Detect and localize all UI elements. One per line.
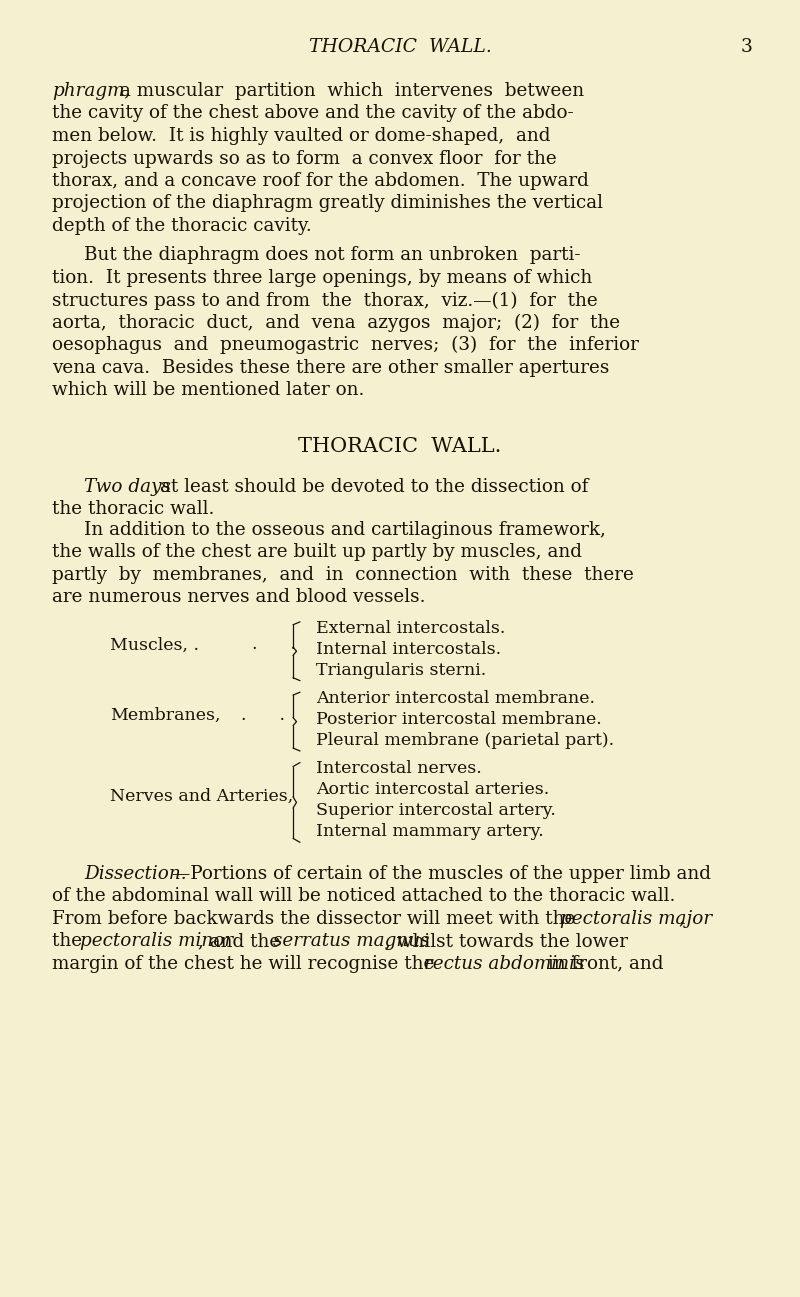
Text: the cavity of the chest above and the cavity of the abdo-: the cavity of the chest above and the ca… [52, 105, 574, 122]
Text: rectus abdominis: rectus abdominis [424, 955, 584, 973]
Text: tion.  It presents three large openings, by means of which: tion. It presents three large openings, … [52, 268, 592, 287]
Text: a muscular  partition  which  intervenes  between: a muscular partition which intervenes be… [120, 82, 584, 100]
Text: .      .: . . [230, 637, 296, 654]
Text: From before backwards the dissector will meet with the: From before backwards the dissector will… [52, 909, 582, 927]
Text: Internal mammary artery.: Internal mammary artery. [316, 824, 544, 840]
Text: Dissection.: Dissection. [84, 865, 186, 883]
Text: , whilst towards the lower: , whilst towards the lower [385, 933, 628, 951]
Text: vena cava.  Besides these there are other smaller apertures: vena cava. Besides these there are other… [52, 359, 610, 376]
Text: aorta,  thoracic  duct,  and  vena  azygos  major;  (2)  for  the: aorta, thoracic duct, and vena azygos ma… [52, 314, 620, 332]
Text: in front, and: in front, and [542, 955, 663, 973]
Text: pectoralis minor: pectoralis minor [80, 933, 233, 951]
Text: Pleural membrane (parietal part).: Pleural membrane (parietal part). [316, 732, 614, 750]
Text: serratus magnus: serratus magnus [273, 933, 430, 951]
Text: projects upwards so as to form  a convex floor  for the: projects upwards so as to form a convex … [52, 149, 557, 167]
Text: depth of the thoracic cavity.: depth of the thoracic cavity. [52, 217, 312, 235]
Text: Two days: Two days [84, 479, 171, 495]
Text: of the abdominal wall will be noticed attached to the thoracic wall.: of the abdominal wall will be noticed at… [52, 887, 675, 905]
Text: Nerves and Arteries,: Nerves and Arteries, [110, 787, 294, 804]
Text: Triangularis sterni.: Triangularis sterni. [316, 661, 486, 678]
Text: THORACIC  WALL.: THORACIC WALL. [298, 437, 502, 457]
Text: Anterior intercostal membrane.: Anterior intercostal membrane. [316, 690, 595, 707]
Text: men below.  It is highly vaulted or dome-shaped,  and: men below. It is highly vaulted or dome-… [52, 127, 550, 145]
Text: —Portions of certain of the muscles of the upper limb and: —Portions of certain of the muscles of t… [172, 865, 711, 883]
Text: at least should be devoted to the dissection of: at least should be devoted to the dissec… [160, 479, 588, 495]
Text: the walls of the chest are built up partly by muscles, and: the walls of the chest are built up part… [52, 543, 582, 562]
Text: the thoracic wall.: the thoracic wall. [52, 501, 214, 519]
Text: Aortic intercostal arteries.: Aortic intercostal arteries. [316, 782, 550, 799]
Text: In addition to the osseous and cartilaginous framework,: In addition to the osseous and cartilagi… [84, 521, 606, 538]
Text: pectoralis major: pectoralis major [560, 909, 712, 927]
Text: which will be mentioned later on.: which will be mentioned later on. [52, 381, 364, 399]
Text: , and the: , and the [198, 933, 286, 951]
Text: Superior intercostal artery.: Superior intercostal artery. [316, 803, 556, 820]
Text: partly  by  membranes,  and  in  connection  with  these  there: partly by membranes, and in connection w… [52, 565, 634, 584]
Text: phragm,: phragm, [52, 82, 130, 100]
Text: Membranes,: Membranes, [110, 707, 221, 724]
Text: are numerous nerves and blood vessels.: are numerous nerves and blood vessels. [52, 589, 426, 606]
Text: But the diaphragm does not form an unbroken  parti-: But the diaphragm does not form an unbro… [84, 246, 581, 265]
Text: Posterior intercostal membrane.: Posterior intercostal membrane. [316, 711, 602, 728]
Text: thorax, and a concave roof for the abdomen.  The upward: thorax, and a concave roof for the abdom… [52, 173, 589, 189]
Text: structures pass to and from  the  thorax,  viz.—(1)  for  the: structures pass to and from the thorax, … [52, 292, 598, 310]
Text: External intercostals.: External intercostals. [316, 620, 506, 637]
Text: .      .: . . [230, 707, 285, 724]
Text: ,: , [678, 909, 684, 927]
Text: Internal intercostals.: Internal intercostals. [316, 641, 501, 658]
Text: 3: 3 [740, 38, 752, 56]
Text: the: the [52, 933, 88, 951]
Text: THORACIC  WALL.: THORACIC WALL. [309, 38, 491, 56]
Text: Muscles, .: Muscles, . [110, 637, 199, 654]
Text: Intercostal nerves.: Intercostal nerves. [316, 760, 482, 777]
Text: oesophagus  and  pneumogastric  nerves;  (3)  for  the  inferior: oesophagus and pneumogastric nerves; (3)… [52, 336, 639, 354]
Text: margin of the chest he will recognise the: margin of the chest he will recognise th… [52, 955, 440, 973]
Text: projection of the diaphragm greatly diminishes the vertical: projection of the diaphragm greatly dimi… [52, 195, 603, 213]
